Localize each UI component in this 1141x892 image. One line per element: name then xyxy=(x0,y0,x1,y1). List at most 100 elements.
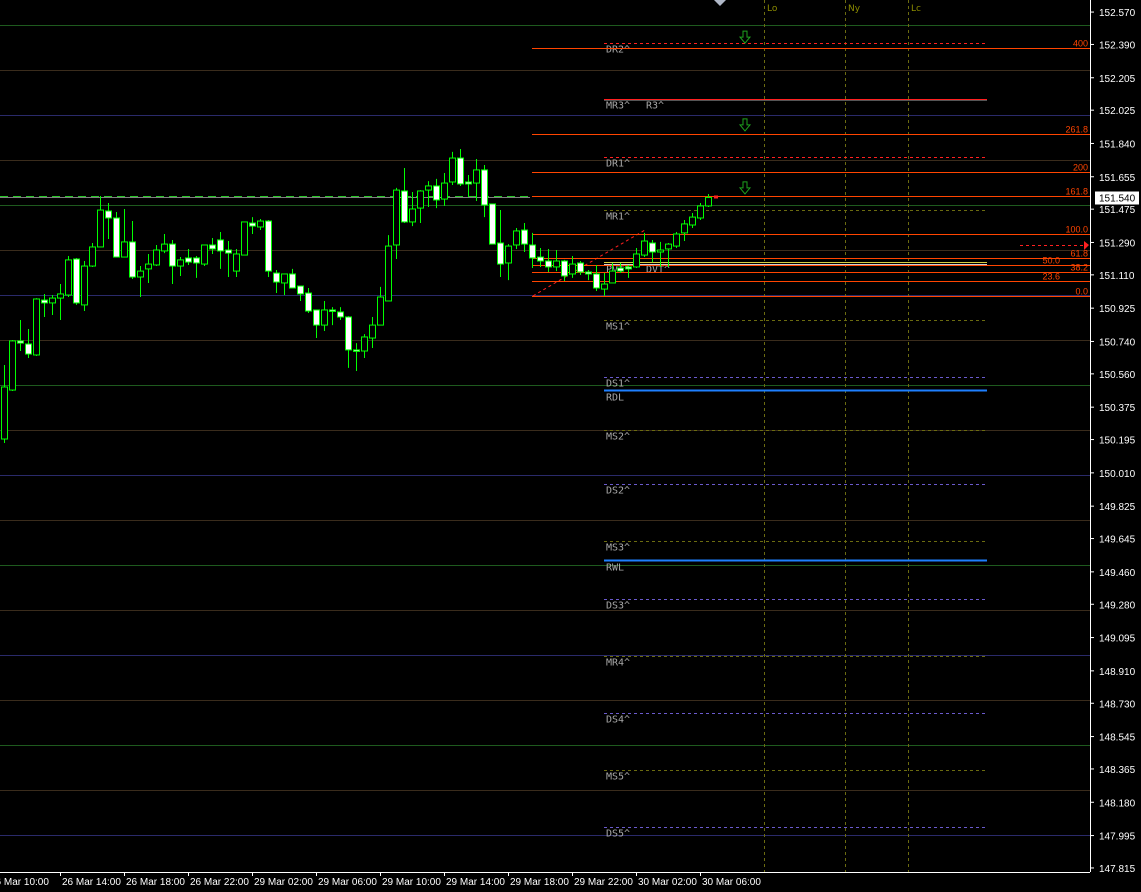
candle-body xyxy=(89,246,96,267)
price-tick-label: 147.815 xyxy=(1099,864,1136,875)
price-tick-label: 149.460 xyxy=(1099,568,1136,579)
price-tick-label: 151.655 xyxy=(1099,173,1136,184)
candle-body xyxy=(465,181,472,185)
candle-body xyxy=(641,240,648,256)
candle-body xyxy=(57,293,64,299)
candle-body xyxy=(545,260,552,268)
pivot-label: MR3^ xyxy=(606,101,630,112)
fib-level-label: 261.8 xyxy=(1065,125,1088,135)
candle-body xyxy=(305,292,312,312)
candle-body xyxy=(65,259,72,296)
time-tick-label: 26 Mar 14:00 xyxy=(62,877,121,888)
candle-body xyxy=(185,257,192,263)
candle-body xyxy=(697,205,704,219)
price-tick-label: 150.195 xyxy=(1099,436,1136,447)
chart-shift-marker-icon[interactable] xyxy=(714,0,726,6)
candle-body xyxy=(217,239,224,252)
pivot-label: RWL xyxy=(606,563,624,574)
time-tick-label: 29 Mar 06:00 xyxy=(318,877,377,888)
candle-body xyxy=(289,273,296,289)
fib-level-label: 200 xyxy=(1073,163,1088,173)
candle-body xyxy=(9,340,16,391)
time-tick-label: 26 Mar 10:00 xyxy=(0,877,49,888)
price-tick-label: 148.180 xyxy=(1099,798,1136,809)
arrow-down-icon xyxy=(738,181,752,195)
pivot-label-secondary: R3^ xyxy=(646,101,664,112)
pivot-label: MS5^ xyxy=(606,772,630,783)
candle-body xyxy=(249,222,256,227)
arrow-down-icon xyxy=(738,118,752,132)
candle-body xyxy=(665,243,672,250)
fib-level-label: 100.0 xyxy=(1065,225,1088,235)
candle-body xyxy=(617,267,624,272)
price-tick-label: 152.390 xyxy=(1099,40,1136,51)
candle-body xyxy=(649,242,656,253)
time-tick-label: 29 Mar 22:00 xyxy=(574,877,633,888)
session-label-lo: Lo xyxy=(767,4,778,14)
candle-body xyxy=(409,208,416,223)
current-price-label: 151.540 xyxy=(1099,194,1136,205)
time-axis[interactable]: 26 Mar 10:00 26 Mar 14:00 26 Mar 18:00 26 M… xyxy=(0,872,1090,888)
time-tick-label: 30 Mar 06:00 xyxy=(702,877,761,888)
candle-body xyxy=(361,336,368,352)
signal-arrows xyxy=(738,30,752,195)
time-tick-label: 26 Mar 22:00 xyxy=(190,877,249,888)
pivot-label: MS2^ xyxy=(606,432,630,443)
price-tick-label: 150.375 xyxy=(1099,403,1136,414)
candle-body xyxy=(481,169,488,206)
candle-body xyxy=(17,340,24,344)
pivot-label: MS1^ xyxy=(606,322,630,333)
arrow-down-icon xyxy=(738,30,752,44)
candle-body xyxy=(529,244,536,259)
candle-body xyxy=(281,273,288,284)
candle-body xyxy=(345,316,352,351)
candle-body xyxy=(705,196,712,207)
pivot-label: DS1^ xyxy=(606,379,630,390)
fib-level-label: 161.8 xyxy=(1065,187,1088,197)
candle-body xyxy=(377,296,384,326)
pivot-label: MR1^ xyxy=(606,212,630,223)
time-tick-label: 26 Mar 18:00 xyxy=(126,877,185,888)
candle-body xyxy=(33,298,40,356)
price-tick-label: 151.290 xyxy=(1099,238,1136,249)
fib-trendline[interactable] xyxy=(532,229,646,297)
pivot-label: DS5^ xyxy=(606,829,630,840)
pivot-label: DS3^ xyxy=(606,601,630,612)
candle-body xyxy=(225,249,232,254)
fib-level-label: 0.0 xyxy=(1075,287,1088,297)
session-markers: Lo Ny Lc xyxy=(764,0,921,872)
candle-body xyxy=(425,185,432,191)
session-label-lc: Lc xyxy=(911,4,921,14)
candle-body xyxy=(137,270,144,278)
candle-body xyxy=(105,210,112,219)
candle-body xyxy=(633,253,640,268)
candle-body xyxy=(593,273,600,289)
candle-body xyxy=(497,242,504,265)
price-tick-label: 150.925 xyxy=(1099,304,1136,315)
candle-body xyxy=(209,244,216,250)
time-tick-label: 30 Mar 02:00 xyxy=(638,877,697,888)
fib-level-label: 23.6 xyxy=(1042,272,1060,282)
candle-body xyxy=(433,185,440,201)
candle-body xyxy=(241,221,248,256)
candle-body xyxy=(417,190,424,209)
candle-body xyxy=(561,260,568,277)
candle-body xyxy=(49,297,56,304)
candle-body xyxy=(273,272,280,283)
price-axis-background xyxy=(1091,0,1141,892)
price-axis[interactable]: 152.570 152.390 152.205 152.025 151.840 151.6… xyxy=(1090,0,1141,892)
candle-body xyxy=(537,256,544,262)
price-tick-label: 149.095 xyxy=(1099,634,1136,645)
candle-body xyxy=(121,241,128,258)
candle-body xyxy=(569,263,576,275)
price-tick-label: 149.280 xyxy=(1099,600,1136,611)
candle-body xyxy=(585,271,592,275)
fibonacci-extension[interactable]: 400 261.8 200 161.8 100.0 61.8 50.0 38.2 23.6 0.0 xyxy=(532,39,1090,297)
last-price-marker xyxy=(714,195,718,199)
price-tick-label: 150.560 xyxy=(1099,370,1136,381)
candle-body xyxy=(369,324,376,339)
price-tick-label: 152.205 xyxy=(1099,74,1136,85)
price-tick-label: 149.645 xyxy=(1099,535,1136,546)
candle-body xyxy=(177,259,184,267)
